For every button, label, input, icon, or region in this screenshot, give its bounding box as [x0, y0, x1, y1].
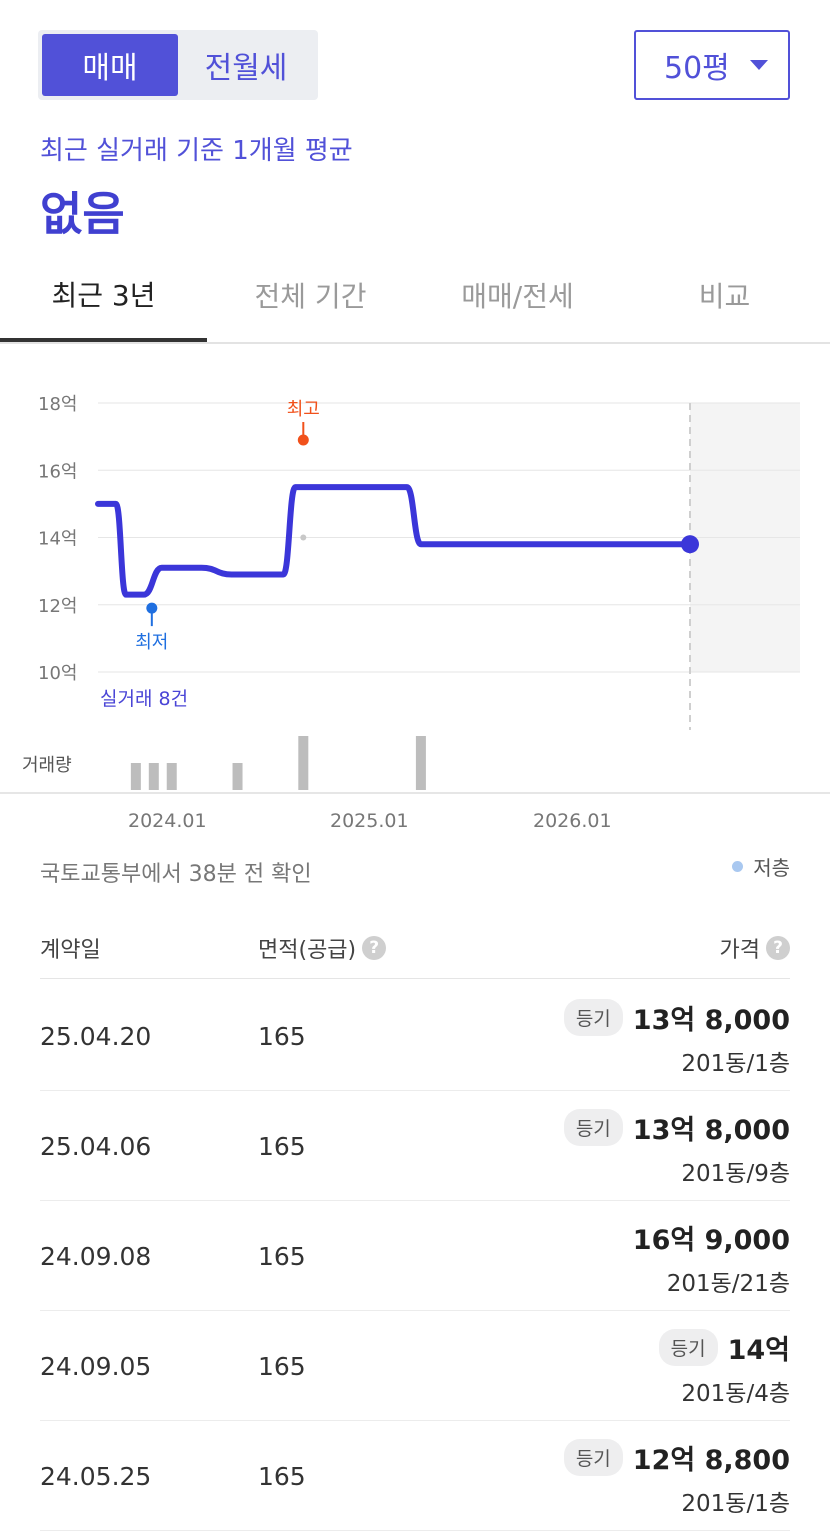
help-icon[interactable]: ? — [766, 936, 790, 960]
contract-date: 24.09.08 — [40, 1242, 152, 1271]
period-tabs: 최근 3년 전체 기간 매매/전세 비교 — [0, 250, 830, 344]
registered-badge: 등기 — [563, 1109, 623, 1146]
price-line-series — [95, 484, 693, 598]
price-value: 14억 — [727, 1335, 790, 1366]
volume-bar — [148, 763, 159, 790]
price-line: 등기 13억 8,000 — [563, 998, 790, 1037]
header-date-label: 계약일 — [40, 938, 101, 963]
table-row[interactable]: 25.04.20 165 등기 13억 8,000 201동/1층 — [40, 980, 790, 1091]
low-floor-point — [300, 534, 307, 541]
y-tick-label: 12억 — [38, 596, 77, 617]
volume-bar — [232, 763, 243, 790]
volume-bar — [298, 736, 309, 790]
table-header: 계약일 면적(공급) ? 가격 ? — [40, 920, 790, 979]
price-value: 12억 8,800 — [632, 1445, 790, 1476]
area-value: 165 — [258, 1242, 306, 1271]
area-value: 165 — [258, 1022, 306, 1051]
area-value: 165 — [258, 1462, 306, 1491]
volume-bar — [130, 763, 141, 790]
contract-date: 25.04.06 — [40, 1132, 152, 1161]
contract-date: 25.04.20 — [40, 1022, 152, 1051]
area-value: 165 — [258, 1352, 306, 1381]
contract-date: 24.05.25 — [40, 1462, 152, 1491]
header-area-label: 면적(공급) — [258, 938, 357, 963]
tab-all-period[interactable]: 전체 기간 — [254, 280, 367, 313]
price-line: 16억 9,000 — [633, 1218, 790, 1257]
table-row[interactable]: 24.09.08 165 16억 9,000 201동/21층 — [40, 1200, 790, 1311]
table-row[interactable]: 24.05.25 165 등기 12억 8,800 201동/1층 — [40, 1420, 790, 1531]
x-tick-label: 2024.01 — [128, 810, 207, 832]
floor-info: 201동/1층 — [681, 1491, 790, 1517]
table-row[interactable]: 24.09.05 165 등기 14억 201동/4층 — [40, 1310, 790, 1421]
y-tick-label: 14억 — [38, 529, 77, 550]
x-tick-label: 2025.01 — [330, 810, 409, 832]
registered-badge: 등기 — [658, 1329, 718, 1366]
y-tick-label: 18억 — [38, 394, 77, 415]
floor-info: 201동/21층 — [666, 1271, 790, 1297]
chart-divider — [0, 792, 830, 794]
area-value: 165 — [258, 1132, 306, 1161]
price-line: 등기 13억 8,000 — [563, 1108, 790, 1147]
sale-tab-button[interactable]: 매매 — [42, 34, 178, 96]
contract-date: 24.09.05 — [40, 1352, 152, 1381]
floor-info: 201동/9층 — [681, 1161, 790, 1187]
legend-dot — [732, 861, 744, 872]
summary-subtitle: 최근 실거래 기준 1개월 평균 — [40, 136, 353, 166]
header-area: 면적(공급) ? — [258, 932, 387, 964]
header-date: 계약일 — [40, 932, 101, 964]
registered-badge: 등기 — [563, 999, 623, 1036]
legend-low-floor: 저층 — [732, 852, 790, 881]
summary-value: 없음 — [40, 187, 125, 241]
data-source-text: 국토교통부에서 38분 전 확인 — [40, 862, 312, 887]
price-value: 13억 8,000 — [632, 1005, 790, 1036]
price-value: 13억 8,000 — [632, 1115, 790, 1146]
tab-sale-lease[interactable]: 매매/전세 — [461, 280, 574, 313]
floor-info: 201동/4층 — [681, 1381, 790, 1407]
legend-label: 저층 — [753, 856, 790, 880]
volume-label: 거래량 — [22, 755, 72, 776]
y-tick-label: 10억 — [38, 663, 77, 684]
low-marker — [146, 602, 158, 614]
table-row[interactable]: 25.04.06 165 등기 13억 8,000 201동/9층 — [40, 1090, 790, 1201]
price-line: 등기 14억 — [658, 1328, 790, 1367]
latest-price-dot — [681, 535, 699, 554]
volume-bar — [166, 763, 177, 790]
price-line: 등기 12억 8,800 — [563, 1438, 790, 1477]
tab-compare[interactable]: 비교 — [698, 280, 751, 313]
tab-recent-3-years[interactable]: 최근 3년 — [0, 250, 207, 342]
header-price-label: 가격 — [719, 938, 760, 963]
low-label: 최저 — [135, 632, 168, 653]
size-dropdown[interactable]: 50평 — [634, 30, 790, 100]
high-marker — [297, 434, 309, 446]
header-price: 가격 ? — [720, 932, 790, 964]
floor-info: 201동/1층 — [681, 1051, 790, 1077]
trade-count-label: 실거래 8건 — [100, 688, 188, 710]
volume-bar — [415, 736, 426, 790]
price-value: 16억 9,000 — [632, 1225, 790, 1256]
help-icon[interactable]: ? — [362, 936, 387, 960]
registered-badge: 등기 — [563, 1439, 623, 1476]
y-tick-label: 16억 — [38, 461, 77, 482]
high-label: 최고 — [287, 399, 320, 420]
size-dropdown-value: 50평 — [664, 51, 730, 86]
rent-tab-button[interactable]: 전월세 — [204, 51, 288, 86]
x-tick-label: 2026.01 — [533, 810, 612, 832]
trade-type-toggle: 매매 전월세 — [38, 30, 318, 100]
chevron-down-icon — [750, 60, 768, 70]
